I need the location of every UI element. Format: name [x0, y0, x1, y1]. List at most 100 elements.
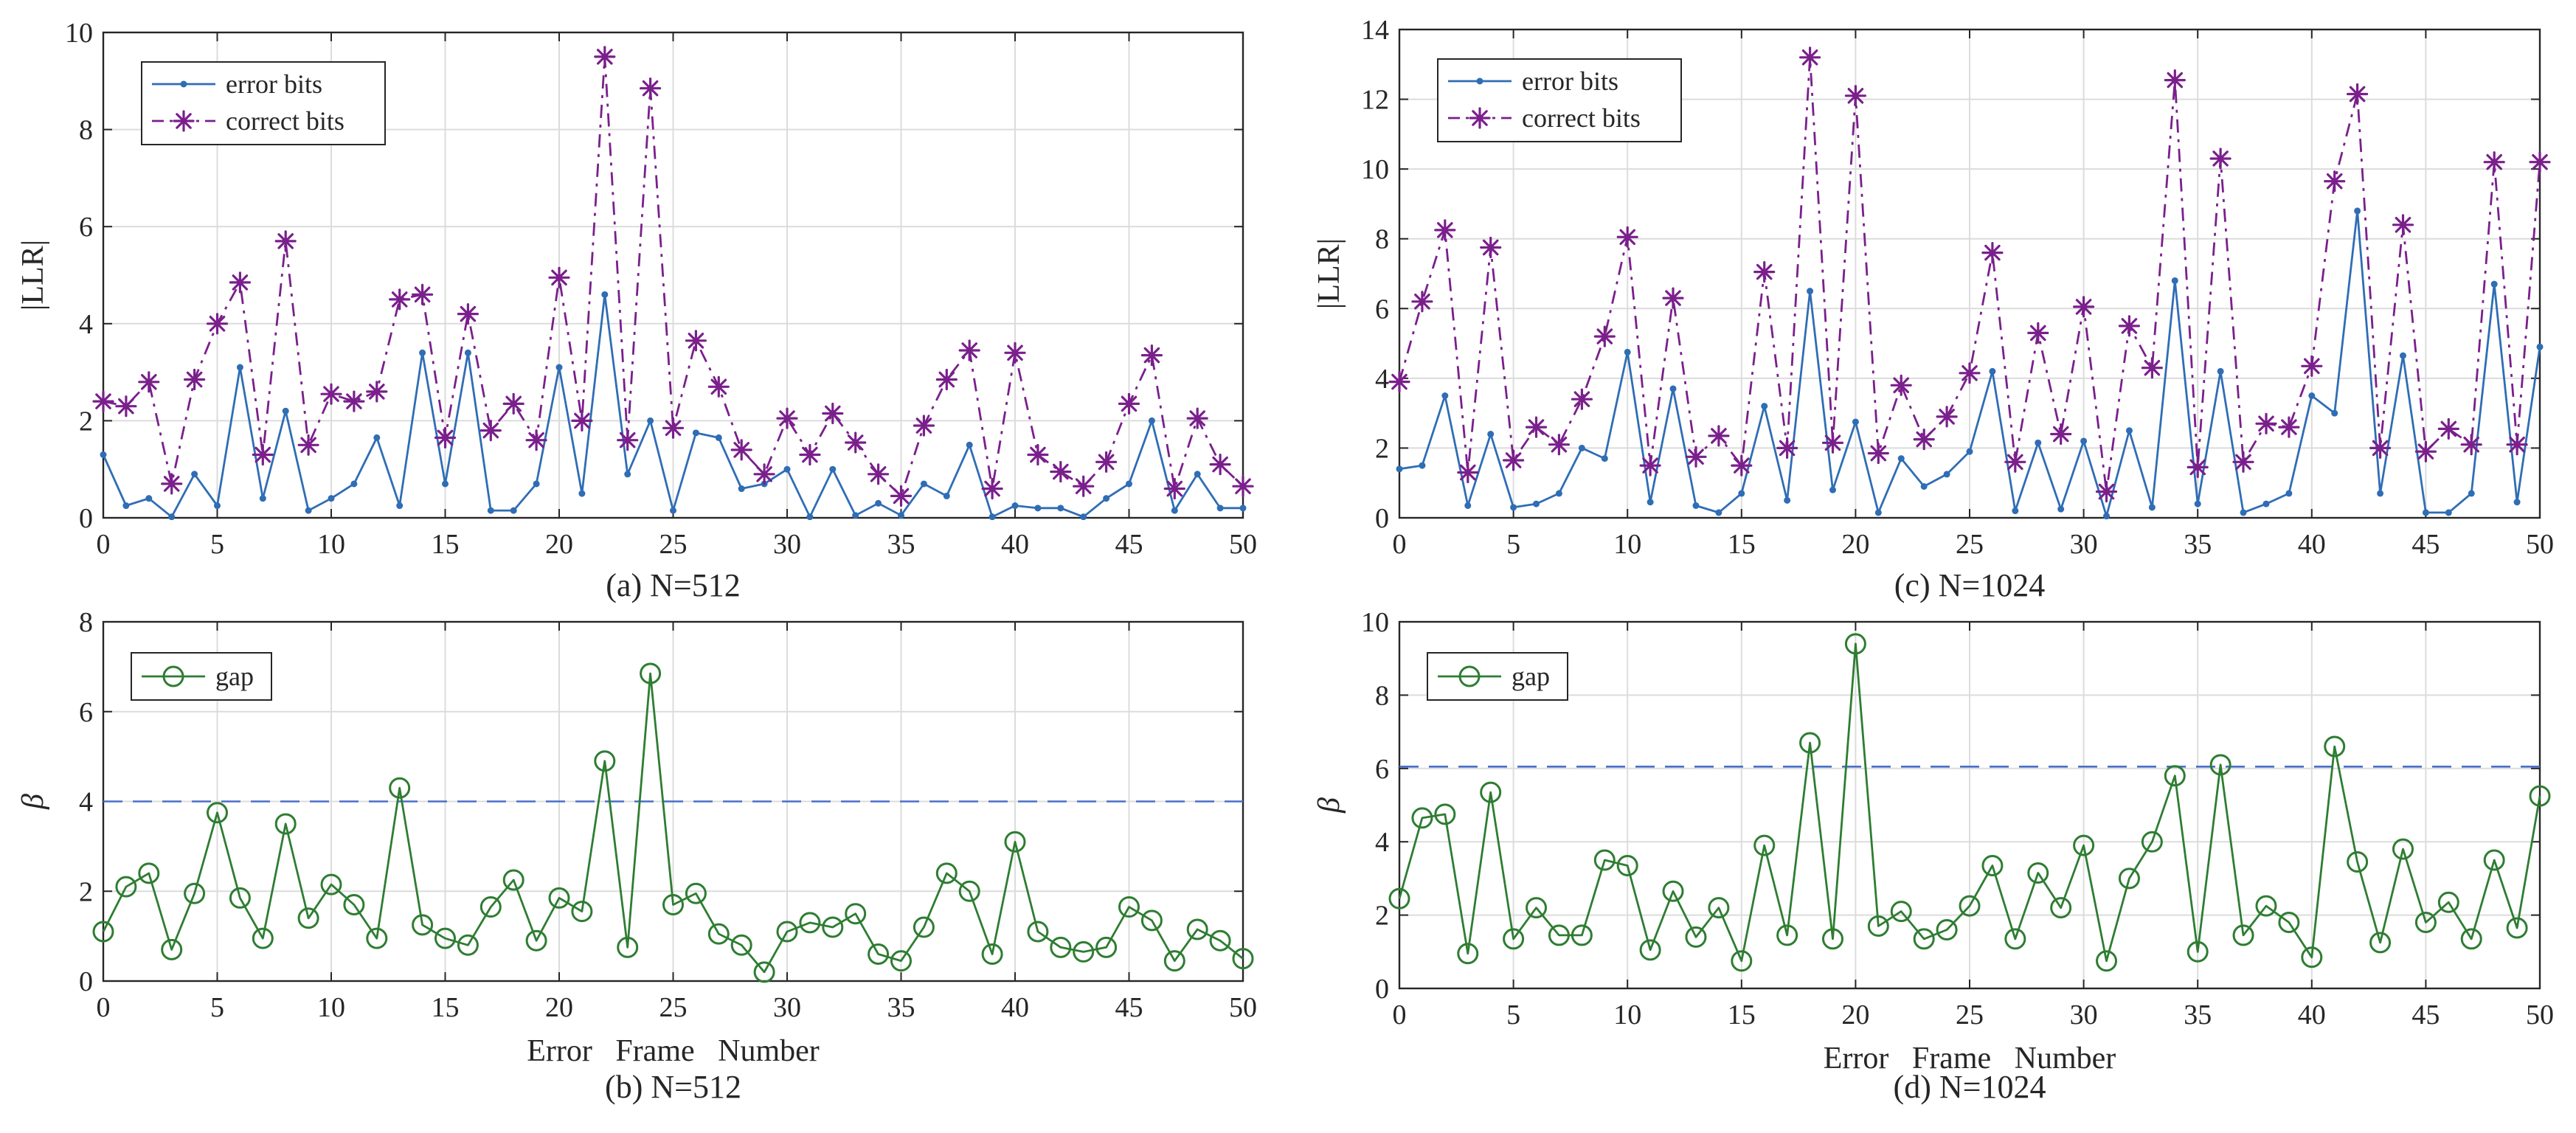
x-tick-label: 10: [1613, 529, 1641, 560]
y-tick-label: 0: [79, 503, 93, 534]
data-point: [2392, 214, 2414, 236]
data-point: [783, 465, 791, 473]
data-point: [2125, 427, 2133, 434]
data-point: [2080, 437, 2088, 445]
data-point: [640, 77, 662, 100]
series-correct-bits: [92, 46, 1254, 507]
data-point: [2027, 862, 2049, 884]
data-point: [2285, 490, 2293, 497]
x-tick-label: 10: [317, 992, 345, 1023]
data-point: [1913, 429, 1935, 451]
y-axis-label: β: [1312, 797, 1346, 814]
data-point: [822, 916, 844, 938]
series-line: [1398, 56, 2541, 493]
data-point: [1239, 505, 1247, 512]
data-point: [2506, 917, 2528, 939]
x-tick-label: 15: [432, 529, 460, 560]
data-point: [1050, 460, 1072, 483]
data-point: [685, 330, 707, 352]
data-point: [2422, 509, 2429, 516]
x-tick-label: 10: [317, 529, 345, 560]
data-point: [1784, 496, 1791, 504]
data-point: [2187, 456, 2209, 478]
data-point: [2308, 392, 2316, 399]
data-point: [1685, 926, 1707, 948]
x-tick-label: 30: [2070, 529, 2098, 560]
data-point: [2050, 423, 2072, 446]
series-line: [1398, 642, 2541, 963]
legend: gap: [1427, 652, 1568, 701]
data-point: [1050, 936, 1072, 958]
data-point: [988, 513, 996, 521]
data-point: [1027, 443, 1049, 466]
x-tick-label: 0: [1393, 999, 1407, 1030]
data-point: [1571, 924, 1593, 946]
data-point: [2529, 785, 2551, 807]
x-tick-label: 5: [1506, 529, 1520, 560]
data-point: [890, 485, 913, 507]
data-point: [1943, 471, 1950, 478]
data-point: [320, 873, 342, 895]
data-point: [799, 443, 821, 466]
data-point: [640, 662, 662, 685]
x-tick-label: 50: [2526, 529, 2554, 560]
data-point: [1738, 490, 1745, 497]
x-tick-label: 20: [1841, 999, 1869, 1030]
legend: error bits correct bits: [141, 61, 386, 145]
data-point: [457, 303, 479, 325]
legend-label: error bits: [226, 69, 322, 99]
data-point: [707, 375, 730, 398]
data-point: [1441, 392, 1449, 399]
data-point: [1027, 921, 1049, 943]
data-point: [1171, 507, 1178, 514]
x-tick-label: 45: [1115, 529, 1143, 560]
data-point: [2057, 505, 2065, 513]
data-point: [1118, 896, 1140, 918]
data-point: [624, 471, 631, 478]
data-point: [320, 383, 342, 405]
data-point: [647, 417, 654, 424]
legend-marker: [1476, 77, 1483, 85]
data-point: [1936, 406, 1958, 428]
data-point: [594, 46, 616, 68]
x-tick-label: 20: [545, 992, 573, 1023]
data-point: [2096, 950, 2118, 972]
data-point: [2483, 151, 2505, 173]
legend-marker: [173, 110, 195, 132]
data-point: [502, 869, 524, 891]
data-point: [1487, 431, 1495, 438]
legend-label: correct bits: [1522, 103, 1641, 133]
data-point: [2490, 280, 2498, 288]
data-point: [2148, 504, 2156, 511]
data-point: [2369, 932, 2392, 954]
data-point: [1708, 425, 1730, 447]
data-point: [1662, 287, 1684, 309]
y-tick-label: 10: [65, 18, 93, 49]
data-point: [412, 283, 434, 305]
y-tick-label: 6: [1375, 754, 1389, 785]
data-point: [191, 471, 198, 478]
data-point: [2240, 509, 2247, 516]
data-point: [958, 339, 980, 361]
data-point: [1126, 480, 1132, 488]
data-point: [525, 429, 547, 451]
data-point: [662, 417, 685, 439]
data-point: [252, 927, 274, 949]
data-point: [389, 288, 411, 311]
data-point: [1555, 490, 1562, 497]
data-point: [2209, 754, 2232, 776]
data-point: [297, 434, 319, 456]
data-point: [1647, 499, 1654, 506]
data-point: [1692, 502, 1700, 509]
data-point: [2377, 490, 2384, 497]
data-point: [1148, 417, 1155, 424]
data-point: [510, 507, 517, 514]
data-point: [1874, 509, 1882, 516]
data-point: [1232, 948, 1254, 970]
x-tick-label: 0: [97, 529, 111, 560]
data-point: [1685, 446, 1707, 468]
data-point: [1989, 367, 1996, 375]
data-point: [935, 368, 958, 391]
data-point: [2483, 849, 2505, 871]
